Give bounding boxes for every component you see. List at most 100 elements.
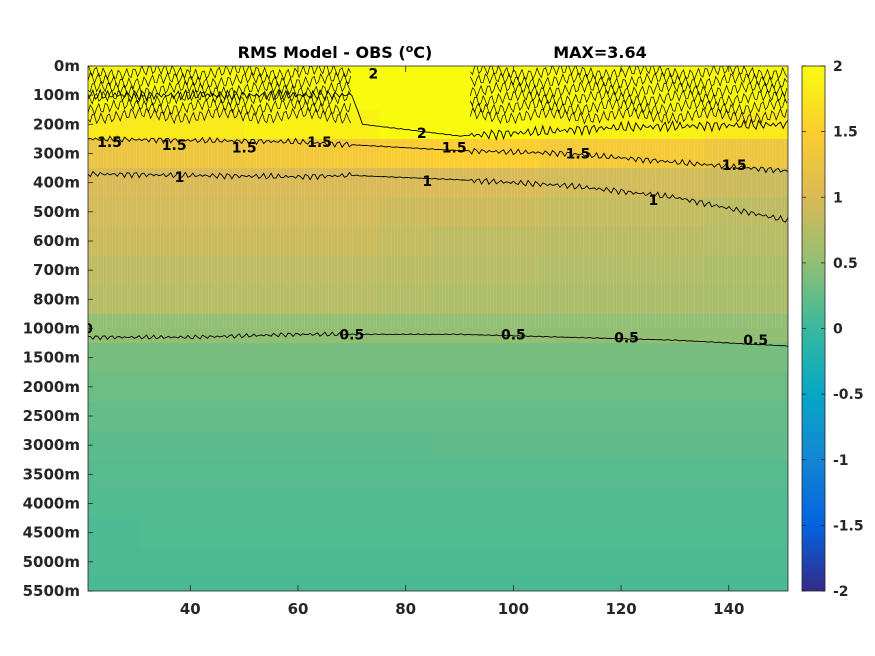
heatmap-cell xyxy=(88,576,140,591)
heatmap-cell xyxy=(88,255,140,286)
texture-stripe xyxy=(199,138,201,329)
heatmap-cell xyxy=(704,343,788,373)
heatmap-cell xyxy=(378,255,434,286)
heatmap-cell xyxy=(88,401,140,432)
texture-stripe xyxy=(655,138,657,329)
texture-stripe xyxy=(757,138,759,329)
texture-stripe xyxy=(91,138,93,329)
texture-stripe xyxy=(451,138,453,329)
texture-stripe xyxy=(316,138,318,329)
heatmap-cell xyxy=(139,284,245,315)
texture-stripe xyxy=(412,138,414,329)
heatmap-cell xyxy=(244,459,326,490)
heatmap-cell xyxy=(378,80,434,111)
heatmap-cell xyxy=(88,488,140,519)
texture-stripe xyxy=(352,138,354,329)
colorbar-tick-label: 0 xyxy=(833,322,843,338)
texture-stripe xyxy=(364,138,366,329)
texture-stripe xyxy=(286,138,288,329)
texture-stripe xyxy=(565,138,567,329)
texture-stripe xyxy=(760,138,762,329)
texture-stripe xyxy=(424,138,426,329)
heatmap-cell xyxy=(139,372,245,403)
texture-stripe xyxy=(382,138,384,329)
texture-stripe xyxy=(763,138,765,329)
texture-stripe xyxy=(580,138,582,329)
heatmap-cell xyxy=(324,343,380,373)
colorbar-ticks: 2 1.5 1 0.5 0 -0.5 -1 -1.5 -2 xyxy=(802,59,864,600)
texture-stripe xyxy=(214,138,216,329)
texture-stripe xyxy=(409,138,411,329)
heatmap-cell xyxy=(432,547,541,578)
texture-stripe xyxy=(658,138,660,329)
texture-stripe xyxy=(589,138,591,329)
texture-stripe xyxy=(721,138,723,329)
texture-stripe xyxy=(553,138,555,329)
texture-stripe xyxy=(475,138,477,329)
surface-contour-noise xyxy=(469,71,788,90)
y-tick-label: 3500m xyxy=(23,465,80,483)
y-tick-label: 600m xyxy=(33,232,80,250)
texture-stripe xyxy=(109,138,111,329)
texture-stripe xyxy=(574,138,576,329)
texture-stripe xyxy=(631,138,633,329)
texture-stripe xyxy=(415,138,417,329)
texture-stripe xyxy=(271,138,273,329)
y-tick-label: 100m xyxy=(33,86,80,104)
surface-contour-noise xyxy=(88,80,352,99)
texture-stripe xyxy=(277,138,279,329)
y-tick-label: 300m xyxy=(33,145,80,163)
heatmap-cell xyxy=(378,138,434,169)
colorbar-tick-label: 0.5 xyxy=(833,256,858,272)
texture-stripe xyxy=(568,138,570,329)
heatmap-cell xyxy=(139,226,245,257)
heatmap-cell xyxy=(244,430,326,461)
heatmap-cell xyxy=(88,313,140,344)
texture-stripe xyxy=(397,138,399,329)
heatmap-cell xyxy=(540,576,706,591)
heatmap-cell xyxy=(139,255,245,286)
heatmap-cell xyxy=(324,313,380,344)
heatmap-cell xyxy=(88,109,140,140)
texture-stripe xyxy=(154,138,156,329)
texture-stripe xyxy=(583,138,585,329)
texture-stripe xyxy=(313,138,315,329)
heatmap-cell xyxy=(244,488,326,519)
texture-stripe xyxy=(520,138,522,329)
heatmap-cell xyxy=(244,372,326,403)
texture-stripe xyxy=(319,138,321,329)
texture-stripe xyxy=(442,138,444,329)
y-axis-ticks: 0m 100m 200m 300m 400m 500m 600m 700m 800m 1000m 1… xyxy=(23,57,93,600)
texture-stripe xyxy=(748,138,750,329)
colorbar-tick-label: 1 xyxy=(833,190,843,206)
texture-stripe xyxy=(610,138,612,329)
heatmap-cell xyxy=(324,226,380,257)
texture-stripe xyxy=(307,138,309,329)
heatmap-cell xyxy=(139,518,245,548)
x-tick-label: 140 xyxy=(713,600,744,618)
heatmap-cell xyxy=(139,576,245,591)
heatmap-cell xyxy=(432,401,541,432)
heatmap-cell xyxy=(378,488,434,519)
texture-stripe xyxy=(274,138,276,329)
texture-stripe xyxy=(166,138,168,329)
texture-stripe xyxy=(163,138,165,329)
contour-labels: 2 2 1.5 1.5 1.5 1.5 1.5 1.5 1.5 1 1 1 0.5 0.5 0.5 0.5 0 xyxy=(88,66,768,349)
texture-stripe xyxy=(247,138,249,329)
texture-stripe xyxy=(706,138,708,329)
texture-stripe xyxy=(433,138,435,329)
texture-stripe xyxy=(616,138,618,329)
texture-stripe xyxy=(712,138,714,329)
texture-stripe xyxy=(334,138,336,329)
contour-label: 0.5 xyxy=(614,330,639,346)
heatmap-cell xyxy=(432,430,541,461)
heatmap-cell xyxy=(88,430,140,461)
texture-stripe xyxy=(427,138,429,329)
heatmap-cell xyxy=(324,168,380,198)
texture-stripe xyxy=(670,138,672,329)
heatmap-cell xyxy=(540,518,706,548)
texture-stripe xyxy=(640,138,642,329)
texture-stripe xyxy=(601,138,603,329)
texture-stripe xyxy=(634,138,636,329)
texture-stripe xyxy=(208,138,210,329)
